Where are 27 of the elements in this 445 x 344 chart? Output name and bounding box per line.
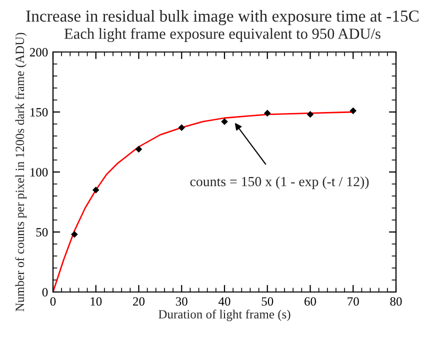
x-tick-label: 70	[348, 297, 359, 306]
point	[306, 111, 314, 118]
chart-subtitle: Each light frame exposure equivalent to 950 ADU/s	[64, 28, 380, 42]
x-tick-label: 40	[218, 297, 230, 306]
point	[135, 146, 142, 153]
x-tick-label: 20	[133, 297, 145, 306]
x-tick-label: 10	[90, 297, 102, 306]
chart-title: Increase in residual bulk image with exposure time at -15C	[26, 10, 419, 26]
x-tick-label: 0	[50, 297, 56, 306]
x-tick-label: 50	[262, 297, 274, 306]
point	[264, 110, 271, 117]
point	[350, 107, 357, 114]
x-axis-title: Duration of light frame (s)	[158, 310, 290, 322]
y-tick-label: 100	[30, 168, 48, 176]
annotation: counts = 150 x (1 - exp (-t / 12))	[190, 176, 369, 190]
x-tick-label: 30	[176, 297, 188, 306]
x-tick-label: 60	[304, 297, 316, 306]
point	[221, 118, 228, 125]
point	[178, 124, 186, 131]
y-axis-title: Number of counts per pixel in 1200s dark frame (ADU)	[15, 32, 27, 312]
point	[92, 186, 100, 194]
y-tick-label: 0	[42, 288, 48, 296]
y-tick-label: 50	[36, 228, 48, 236]
y-tick-label: 150	[30, 108, 48, 116]
x-tick-label: 80	[390, 297, 402, 306]
point	[71, 231, 78, 238]
y-tick-label: 200	[30, 48, 48, 56]
